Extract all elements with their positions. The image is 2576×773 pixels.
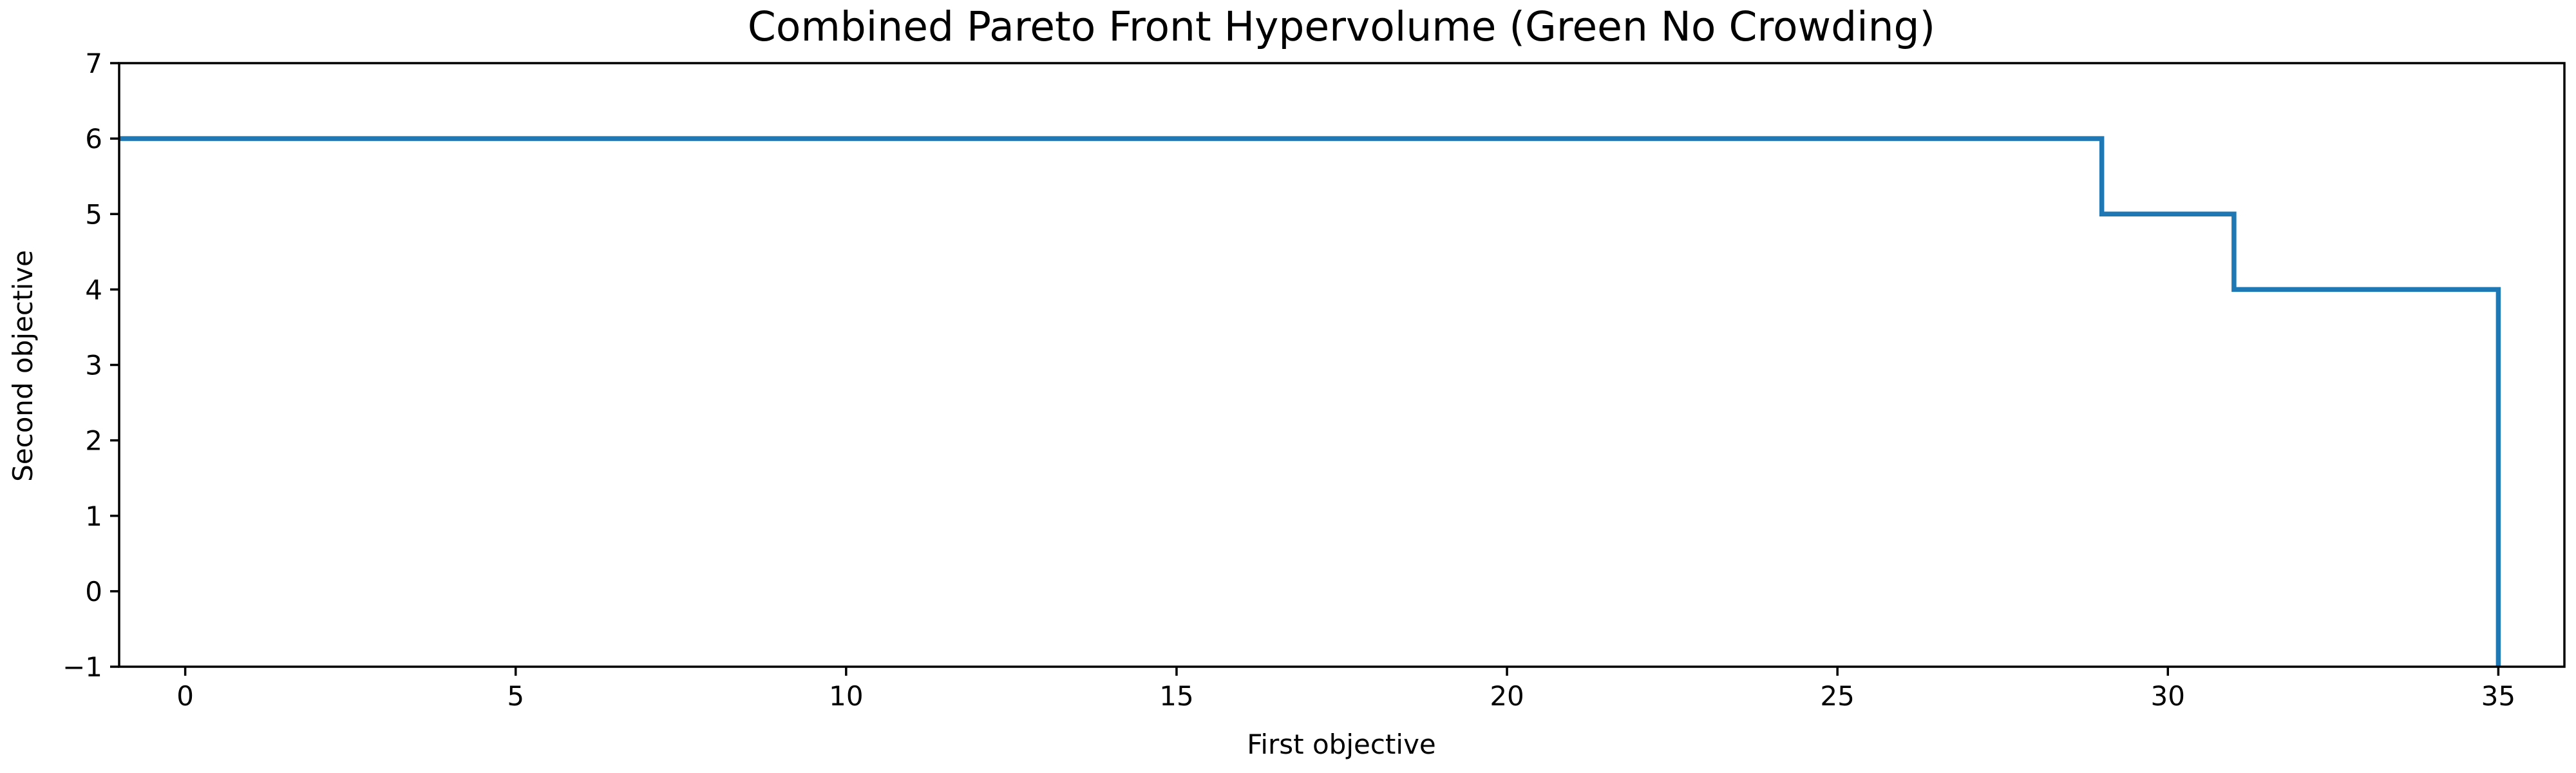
y-tick-label: 3 (85, 350, 102, 381)
x-tick-label: 0 (176, 680, 194, 712)
x-tick-label: 15 (1159, 680, 1193, 712)
y-tick-label: 1 (85, 501, 102, 532)
x-tick-label: 30 (2151, 680, 2185, 712)
y-tick-label: 7 (85, 48, 102, 79)
series-line-0 (119, 136, 2501, 667)
x-axis-ticks: 0 5 10 15 20 25 30 35 (176, 667, 2515, 712)
chart-title: Combined Pareto Front Hypervolume (Green… (748, 3, 1935, 50)
y-tick-label: 4 (85, 274, 102, 305)
x-tick-label: 20 (1490, 680, 1524, 712)
y-axis-label: Second objective (7, 250, 39, 482)
x-tick-label: 25 (1820, 680, 1854, 712)
plot-area (119, 136, 2501, 667)
x-tick-label: 10 (829, 680, 863, 712)
x-axis-label: First objective (1247, 729, 1436, 760)
x-tick-label: 5 (507, 680, 524, 712)
y-axis-ticks: −1 0 1 2 3 4 5 6 7 (62, 48, 119, 683)
x-tick-label: 35 (2481, 680, 2515, 712)
y-tick-label: 6 (85, 123, 102, 155)
y-tick-label: 2 (85, 425, 102, 457)
y-tick-label: 5 (85, 198, 102, 230)
y-tick-label: −1 (62, 651, 102, 683)
y-tick-label: 0 (85, 576, 102, 607)
